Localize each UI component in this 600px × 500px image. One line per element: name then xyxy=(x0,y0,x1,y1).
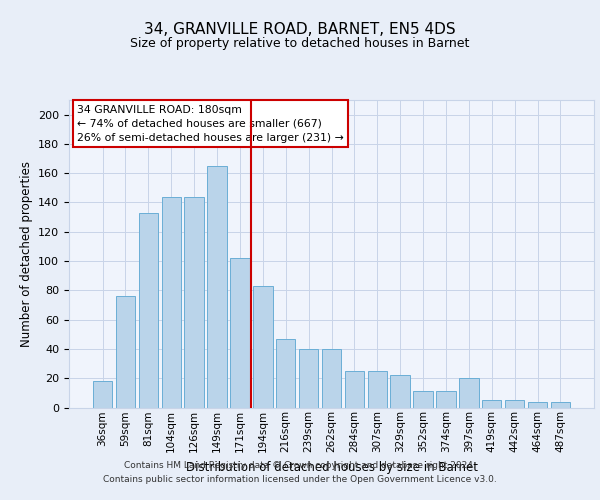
Bar xyxy=(161,196,181,408)
Text: 34 GRANVILLE ROAD: 180sqm
← 74% of detached houses are smaller (667)
26% of semi: 34 GRANVILLE ROAD: 180sqm ← 74% of detac… xyxy=(77,104,344,142)
Text: Size of property relative to detached houses in Barnet: Size of property relative to detached ho… xyxy=(130,38,470,51)
Bar xyxy=(436,392,455,407)
Text: 34, GRANVILLE ROAD, BARNET, EN5 4DS: 34, GRANVILLE ROAD, BARNET, EN5 4DS xyxy=(144,22,456,38)
X-axis label: Distribution of detached houses by size in Barnet: Distribution of detached houses by size … xyxy=(185,460,478,473)
Bar xyxy=(230,258,250,408)
Bar xyxy=(368,371,387,408)
Bar xyxy=(139,213,158,408)
Bar xyxy=(528,402,547,407)
Bar xyxy=(413,392,433,407)
Bar xyxy=(184,196,204,408)
Bar xyxy=(505,400,524,407)
Bar xyxy=(299,349,319,408)
Bar xyxy=(459,378,479,408)
Bar xyxy=(276,338,295,407)
Bar xyxy=(482,400,502,407)
Text: Contains HM Land Registry data © Crown copyright and database right 2024.
Contai: Contains HM Land Registry data © Crown c… xyxy=(103,462,497,483)
Bar xyxy=(551,402,570,407)
Bar xyxy=(253,286,272,408)
Bar xyxy=(208,166,227,408)
Y-axis label: Number of detached properties: Number of detached properties xyxy=(20,161,32,347)
Bar xyxy=(322,349,341,408)
Bar xyxy=(116,296,135,408)
Bar xyxy=(344,371,364,408)
Bar xyxy=(93,381,112,407)
Bar xyxy=(391,376,410,408)
